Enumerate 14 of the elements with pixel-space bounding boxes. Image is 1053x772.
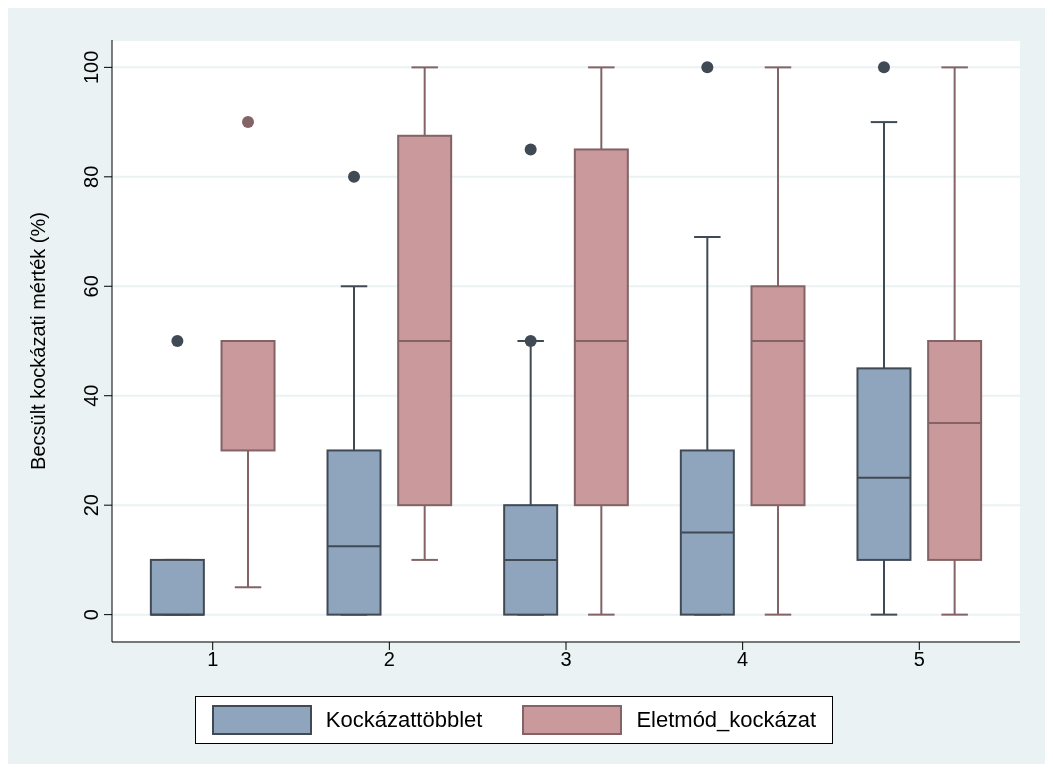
x-tick-label: 5 [913,648,925,671]
y-tick-label: 40 [80,384,102,407]
y-axis-title: Becsült kockázati mérték (%) [27,212,50,470]
y-tick-label: 0 [80,609,102,621]
x-tick-label: 2 [383,648,395,671]
y-tick-label: 100 [80,50,102,85]
x-tick-label: 3 [560,648,572,671]
y-tick-label: 60 [80,275,102,298]
legend-label: Eletmód_kockázat [636,707,817,733]
x-tick-label: 4 [737,648,749,671]
legend-label: Kockázattöbblet [325,707,483,733]
y-tick-label: 20 [80,494,102,517]
y-tick-label: 80 [80,165,102,188]
x-tick-label: 1 [207,648,219,671]
